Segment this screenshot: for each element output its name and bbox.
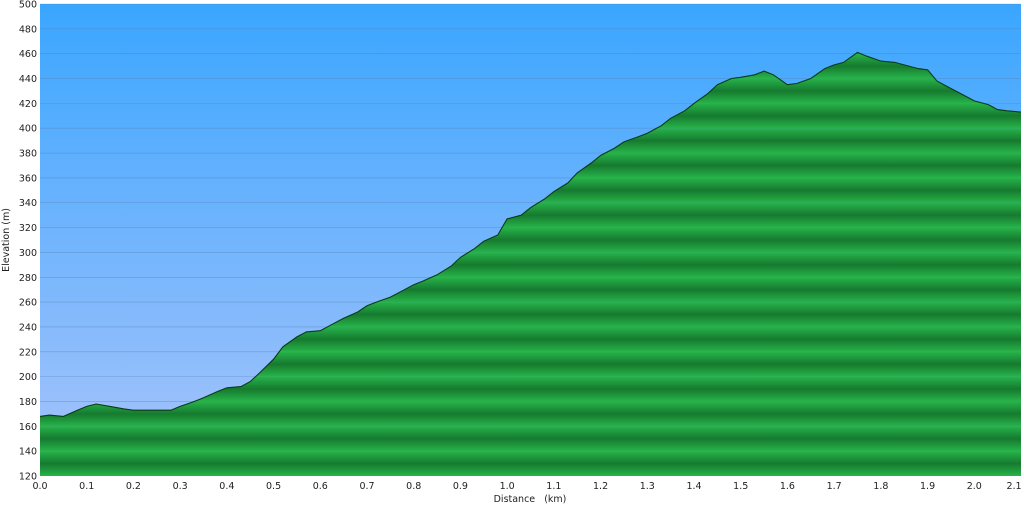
x-tick-label: 0.3 — [173, 481, 188, 492]
y-tick-label: 360 — [19, 173, 37, 184]
x-tick-label: 1.2 — [593, 481, 608, 492]
x-axis-title: Distance (km) — [494, 494, 567, 505]
y-tick-label: 300 — [19, 248, 37, 259]
x-tick-label: 1.3 — [640, 481, 655, 492]
terrain-band — [40, 426, 1021, 452]
x-tick-label: 0.1 — [79, 481, 94, 492]
y-tick-label: 480 — [19, 24, 37, 35]
x-tick-label: 1.8 — [873, 481, 888, 492]
x-axis-ticks: 0.0 0.1 0.2 0.3 0.4 0.5 0.6 0.7 0.8 0.9 1.0 1.1 1.2 1… — [32, 481, 1021, 492]
y-tick-label: 140 — [19, 447, 37, 458]
terrain-band — [40, 451, 1021, 476]
x-tick-label: 2.0 — [967, 481, 982, 492]
y-tick-label: 320 — [19, 223, 37, 234]
x-tick-label: 0.6 — [313, 481, 328, 492]
y-tick-label: 240 — [19, 322, 37, 333]
x-tick-label: 1.1 — [546, 481, 561, 492]
terrain-band — [40, 401, 1021, 427]
y-tick-label: 280 — [19, 273, 37, 284]
y-tick-label: 380 — [19, 149, 37, 160]
x-tick-label: 0.0 — [32, 481, 47, 492]
y-tick-label: 120 — [19, 472, 37, 483]
x-tick-label: 1.6 — [780, 481, 795, 492]
y-axis-ticks: 120 140 160 180 200 220 240 260 280 300 320 340 360 3… — [19, 0, 37, 483]
elevation-line — [39, 51, 1022, 417]
x-tick-label: 1.7 — [827, 481, 842, 492]
x-tick-label: 0.8 — [406, 481, 421, 492]
y-tick-label: 340 — [19, 198, 37, 209]
x-tick-label: 1.9 — [920, 481, 935, 492]
y-tick-label: 180 — [19, 397, 37, 408]
y-tick-label: 160 — [19, 422, 37, 433]
y-tick-label: 420 — [19, 99, 37, 110]
x-tick-label: 0.2 — [126, 481, 141, 492]
x-tick-label: 0.5 — [266, 481, 281, 492]
y-tick-label: 400 — [19, 124, 37, 135]
x-tick-label: 1.5 — [733, 481, 748, 492]
x-tick-label: 0.4 — [219, 481, 234, 492]
x-tick-label: 0.7 — [359, 481, 374, 492]
y-tick-label: 460 — [19, 49, 37, 60]
x-tick-label: 0.9 — [453, 481, 468, 492]
y-tick-label: 220 — [19, 347, 37, 358]
y-tick-label: 260 — [19, 298, 37, 309]
x-tick-label: 1.4 — [686, 481, 701, 492]
x-tick-label: 1.0 — [500, 481, 515, 492]
y-tick-label: 440 — [19, 74, 37, 85]
y-tick-label: 200 — [19, 372, 37, 383]
y-tick-label: 500 — [19, 0, 37, 11]
x-tick-label: 2.1 — [1006, 481, 1021, 492]
y-axis-title: Elevation (m) — [1, 208, 12, 272]
